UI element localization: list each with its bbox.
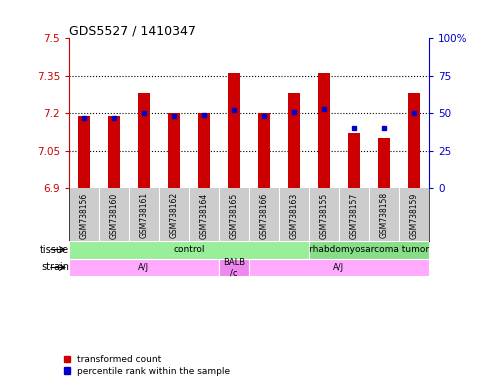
Bar [378, 138, 390, 188]
Bar [228, 73, 240, 188]
Text: rhabdomyosarcoma tumor: rhabdomyosarcoma tumor [309, 245, 429, 254]
Text: A/J: A/J [139, 263, 149, 272]
Text: GSM738166: GSM738166 [259, 192, 269, 238]
Text: GDS5527 / 1410347: GDS5527 / 1410347 [69, 24, 196, 37]
Text: GSM738163: GSM738163 [289, 192, 298, 238]
Bar [69, 258, 219, 276]
Bar [249, 258, 429, 276]
Bar [288, 93, 300, 188]
Text: GSM738165: GSM738165 [229, 192, 239, 238]
Text: GSM738159: GSM738159 [409, 192, 419, 238]
Text: GSM738160: GSM738160 [109, 192, 118, 238]
Bar [408, 93, 420, 188]
Text: control: control [173, 245, 205, 254]
Bar [108, 116, 120, 188]
Bar [168, 113, 180, 188]
Text: strain: strain [41, 263, 69, 273]
Bar [78, 116, 90, 188]
Bar [138, 93, 150, 188]
Bar [309, 240, 429, 258]
Text: GSM738157: GSM738157 [350, 192, 358, 238]
Text: GSM738161: GSM738161 [140, 192, 148, 238]
Text: GSM738155: GSM738155 [319, 192, 328, 238]
Text: A/J: A/J [333, 263, 345, 272]
Text: GSM738158: GSM738158 [380, 192, 388, 238]
Bar [258, 113, 270, 188]
Text: GSM738156: GSM738156 [79, 192, 89, 238]
Bar [69, 240, 309, 258]
Bar [219, 258, 249, 276]
Text: BALB
/c: BALB /c [223, 258, 245, 277]
Bar [348, 133, 360, 188]
Text: GSM738164: GSM738164 [200, 192, 209, 238]
Legend: transformed count, percentile rank within the sample: transformed count, percentile rank withi… [64, 355, 230, 376]
Bar [318, 73, 330, 188]
Text: tissue: tissue [40, 245, 69, 255]
Bar [198, 113, 210, 188]
Text: GSM738162: GSM738162 [170, 192, 178, 238]
